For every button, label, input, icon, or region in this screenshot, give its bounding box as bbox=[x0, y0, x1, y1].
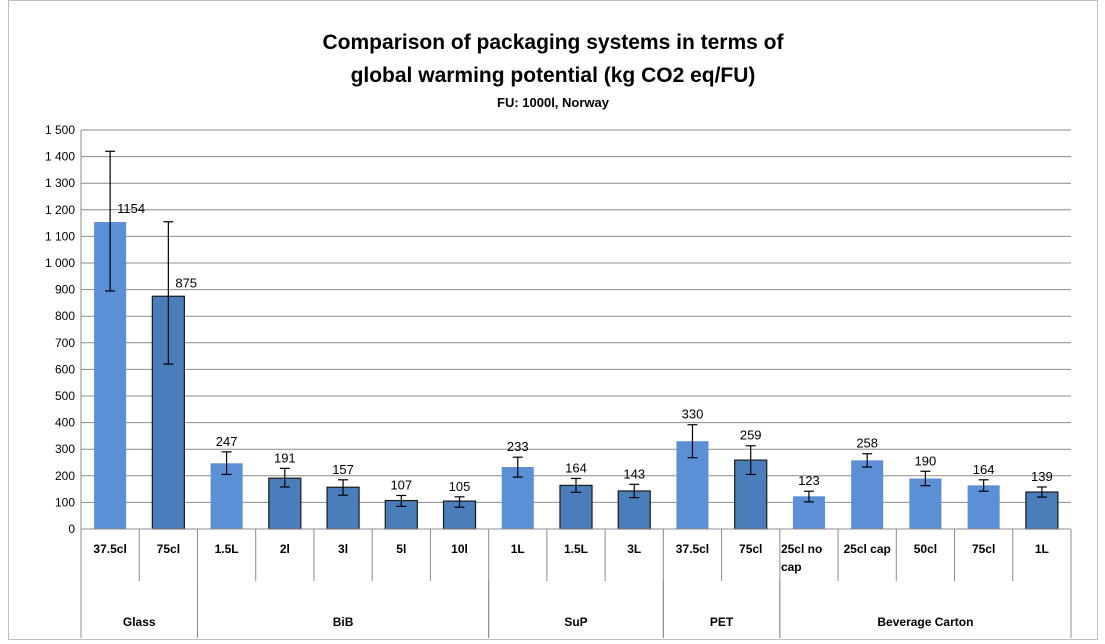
x-axis: Glass BiB SuP PET Beverage Carton 37.5cl 75cl 1… bbox=[80, 528, 1072, 638]
x-tick-label: 25cl cap bbox=[843, 542, 890, 556]
y-tick-label: 400 bbox=[55, 416, 75, 430]
data-label: 259 bbox=[740, 428, 762, 443]
data-label: 143 bbox=[623, 466, 645, 481]
data-label: 1154 bbox=[117, 201, 145, 216]
group-label: Beverage Carton bbox=[877, 615, 973, 629]
data-label: 105 bbox=[449, 479, 471, 494]
x-tick-label: 37.5cl bbox=[93, 542, 126, 556]
x-tick-label: 75cl bbox=[739, 542, 762, 556]
group-label: BiB bbox=[333, 615, 354, 629]
data-label: 107 bbox=[390, 477, 412, 492]
x-tick-label: cap bbox=[781, 560, 802, 574]
chart-title-line-2: global warming potential (kg CO2 eq/FU) bbox=[351, 64, 756, 87]
y-tick-label: 800 bbox=[55, 309, 75, 323]
group-label: PET bbox=[710, 615, 734, 629]
y-tick-label: 1 300 bbox=[45, 176, 75, 190]
y-tick-label: 500 bbox=[55, 389, 75, 403]
data-label: 164 bbox=[973, 462, 995, 477]
bars bbox=[94, 150, 1059, 530]
x-tick-label: 1L bbox=[1035, 542, 1049, 556]
y-tick-label: 100 bbox=[55, 495, 75, 509]
x-tick-label: 50cl bbox=[914, 542, 937, 556]
data-label: 875 bbox=[175, 275, 197, 290]
y-tick-label: 1 500 bbox=[45, 123, 75, 137]
y-tick-label: 300 bbox=[55, 442, 75, 456]
y-tick-label: 1 000 bbox=[45, 256, 75, 270]
x-tick-label: 75cl bbox=[972, 542, 995, 556]
bar bbox=[909, 478, 942, 529]
y-tick-label: 200 bbox=[55, 469, 75, 483]
data-label: 164 bbox=[565, 460, 587, 475]
bar bbox=[967, 485, 1000, 529]
x-tick-label: 25cl no bbox=[781, 542, 822, 556]
x-tick-label: 75cl bbox=[157, 542, 180, 556]
x-tick-label: 10l bbox=[451, 542, 468, 556]
y-tick-label: 900 bbox=[55, 283, 75, 297]
x-tick-label: 37.5cl bbox=[676, 542, 709, 556]
y-tick-label: 700 bbox=[55, 336, 75, 350]
x-tick-label: 1.5L bbox=[215, 542, 239, 556]
data-label: 123 bbox=[798, 473, 820, 488]
x-tick-label: 2l bbox=[280, 542, 290, 556]
y-tick-label: 1 400 bbox=[45, 150, 75, 164]
data-label: 233 bbox=[507, 439, 529, 454]
y-tick-label: 600 bbox=[55, 362, 75, 376]
data-label: 190 bbox=[915, 453, 937, 468]
group-label: SuP bbox=[564, 615, 587, 629]
data-labels: 1154 875 247 191 157 107 105 233 164 143 330 259 123… bbox=[117, 201, 1053, 494]
data-label: 157 bbox=[332, 462, 354, 477]
y-tick-label: 0 bbox=[68, 522, 75, 536]
x-tick-label: 1L bbox=[511, 542, 525, 556]
data-label: 247 bbox=[216, 434, 238, 449]
y-axis: 0 100 200 300 400 500 600 700 800 900 1 000 1 100 1 … bbox=[45, 123, 82, 536]
data-label: 139 bbox=[1031, 469, 1053, 484]
bar bbox=[851, 460, 884, 529]
data-label: 330 bbox=[682, 407, 704, 422]
gridlines bbox=[81, 129, 1071, 530]
x-tick-label: 5l bbox=[396, 542, 406, 556]
chart-title-line-1: Comparison of packaging systems in terms… bbox=[323, 31, 785, 54]
bar bbox=[1025, 491, 1059, 530]
chart-subtitle: FU: 1000l, Norway bbox=[497, 95, 610, 110]
chart-area: Comparison of packaging systems in terms… bbox=[8, 0, 1098, 640]
x-tick-label: 3l bbox=[338, 542, 348, 556]
y-tick-label: 1 100 bbox=[45, 229, 75, 243]
x-tick-label: 3L bbox=[627, 542, 641, 556]
group-label: Glass bbox=[123, 615, 156, 629]
data-label: 191 bbox=[274, 450, 296, 465]
x-tick-label: 1.5L bbox=[564, 542, 588, 556]
y-tick-label: 1 200 bbox=[45, 203, 75, 217]
data-label: 258 bbox=[856, 436, 878, 451]
chart-canvas: Comparison of packaging systems in terms… bbox=[45, 31, 1072, 638]
